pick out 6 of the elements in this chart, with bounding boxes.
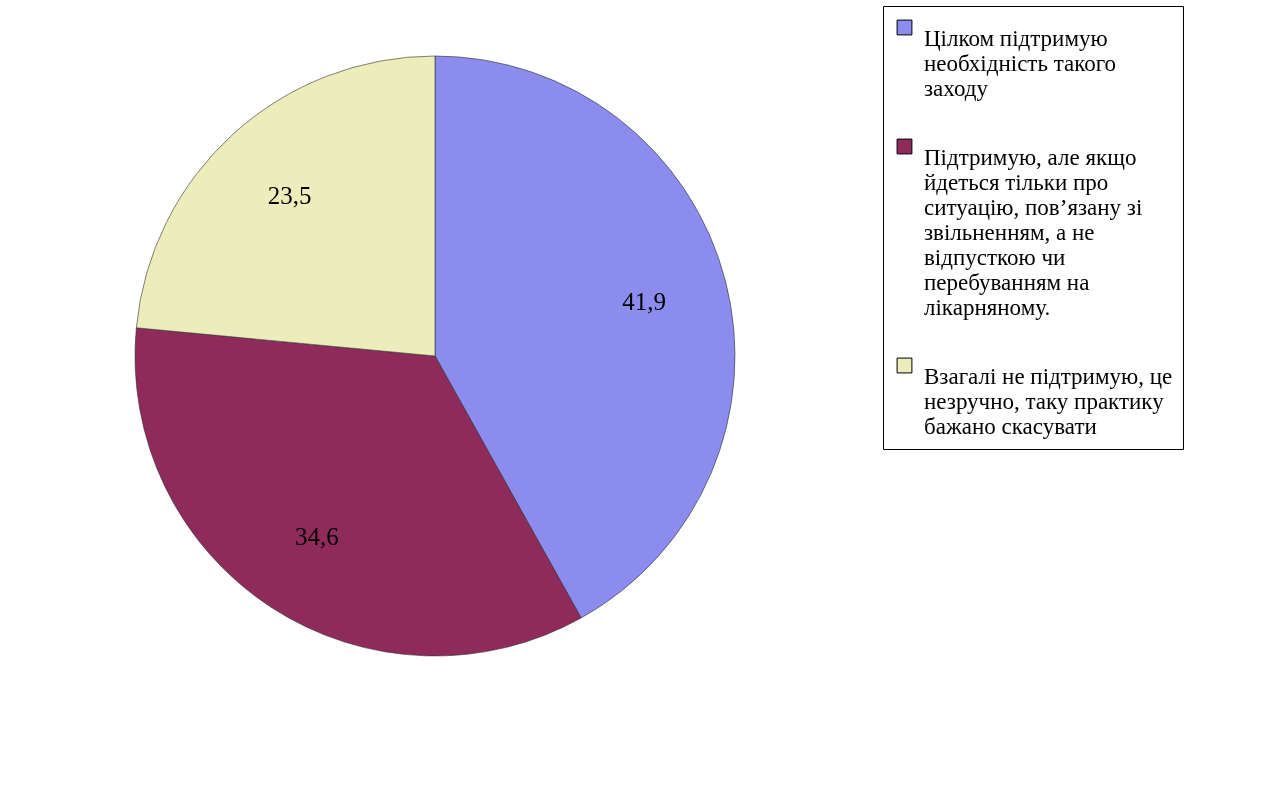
data-label: 23,5 (267, 182, 312, 210)
legend-label: Взагалі не підтримую, це незручно, таку практику бажано скасувати (924, 363, 1173, 439)
data-label: 34,6 (295, 522, 339, 550)
data-label: 41,9 (622, 287, 666, 315)
legend-label: Підтримую, але якщо йдеться тільки про ситуацію, пов’язану зі звільненням, а не відпусткою чи перебуванням на лікарняному. (924, 144, 1143, 320)
legend-label: Цілком підтримую необхідність такого заходу (924, 25, 1117, 101)
